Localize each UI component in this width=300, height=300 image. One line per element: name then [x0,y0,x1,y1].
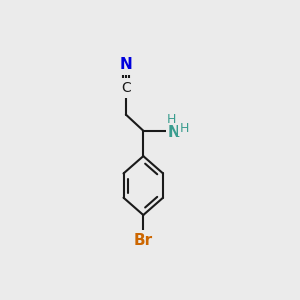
Text: N: N [168,125,181,140]
Text: Br: Br [134,233,153,248]
Text: C: C [121,81,131,95]
Text: N: N [119,57,132,72]
Text: H: H [179,122,189,135]
Text: H: H [167,113,177,126]
